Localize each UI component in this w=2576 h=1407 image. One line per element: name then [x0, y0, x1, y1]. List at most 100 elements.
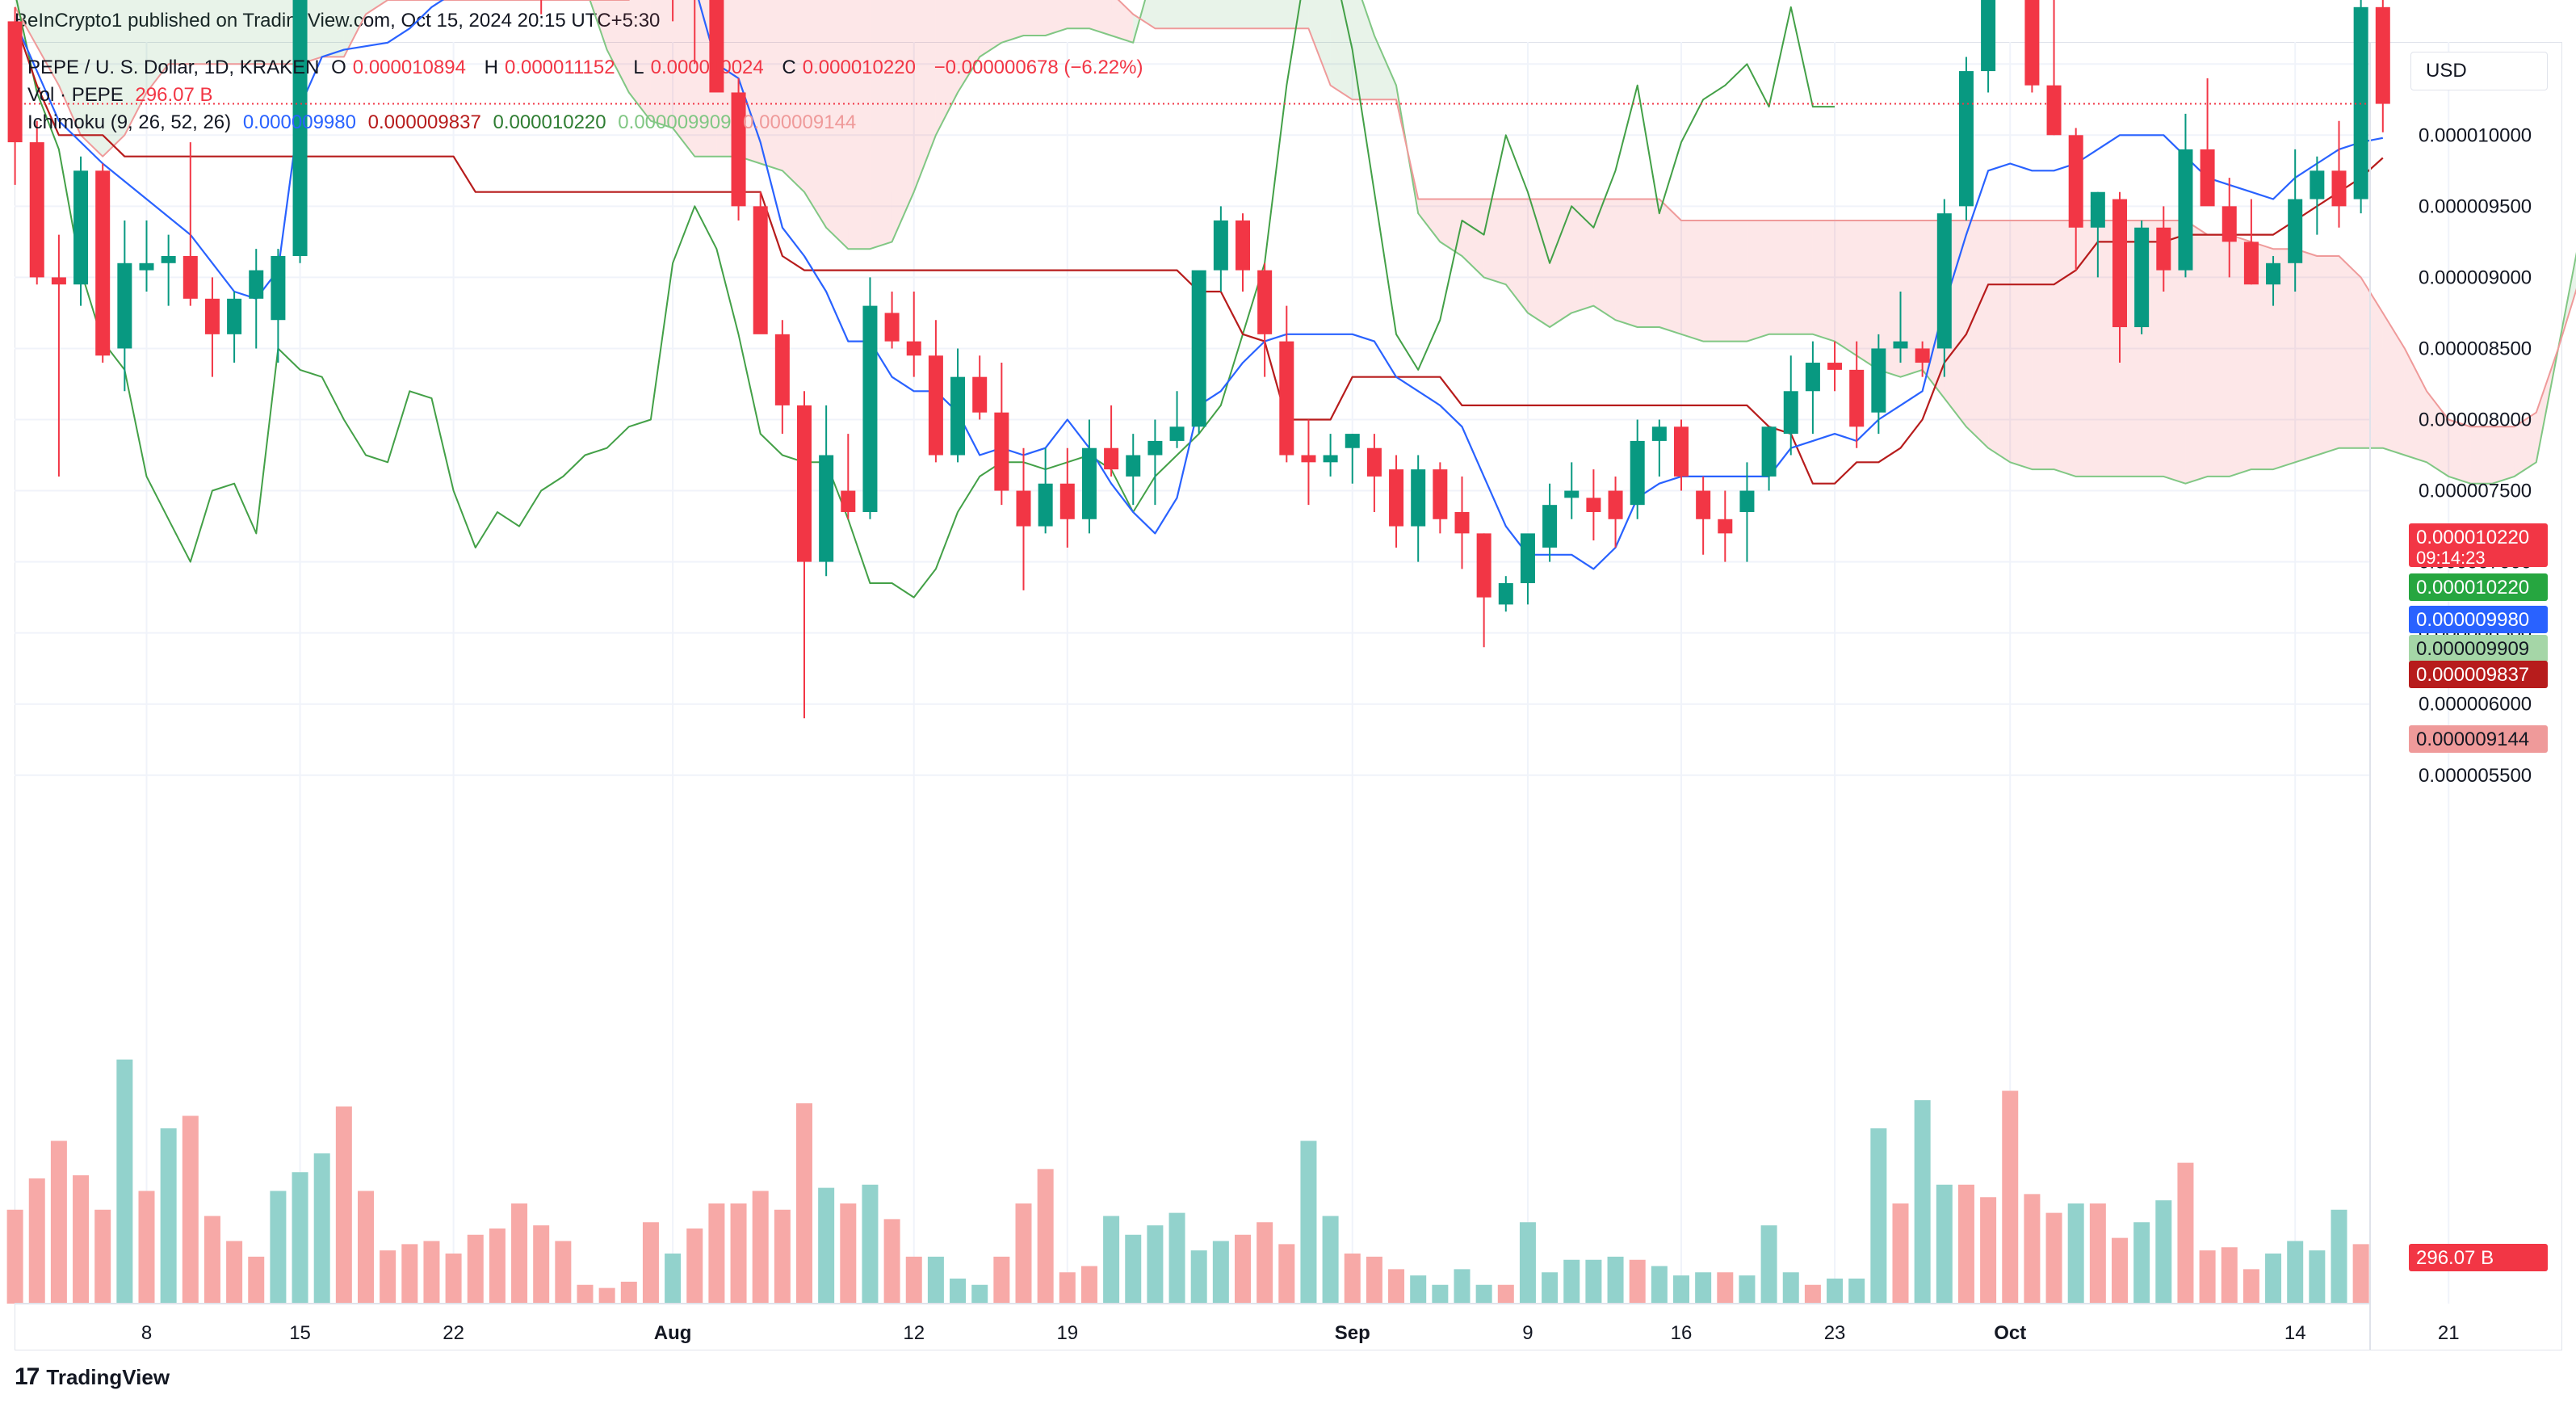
candle-body — [1169, 426, 1185, 441]
chart-frame[interactable] — [15, 42, 2562, 1350]
ichimoku-base-line — [14, 21, 2384, 485]
volume-bar — [1366, 1256, 1382, 1304]
ichimoku-cloud-segment — [1067, 0, 1089, 29]
candle-body — [1147, 440, 1163, 456]
x-tick-label: Sep — [1335, 1322, 1370, 1344]
ichimoku-cloud-segment — [760, 0, 782, 171]
volume-bar — [50, 1140, 67, 1304]
volume-bar — [1300, 1140, 1317, 1304]
volume-bar — [182, 1115, 199, 1304]
ichimoku-spanB-line — [14, 0, 2576, 428]
price-label-tag — [2409, 523, 2548, 567]
ichimoku-cloud-segment — [980, 0, 1002, 57]
candle-body — [249, 270, 264, 299]
ichimoku-cloud-segment — [2404, 348, 2427, 463]
ichimoku-cloud-segment — [1768, 220, 1791, 334]
y-tick-label: 0.000007500 — [2419, 481, 2532, 502]
ichimoku-spanA-line — [589, 0, 2576, 485]
ichimoku-cloud-segment — [1527, 199, 1550, 328]
ichimoku-cloud-segment — [234, 0, 257, 65]
ichimoku-cloud-segment — [1483, 199, 1506, 285]
candle-body — [1718, 519, 1733, 534]
price-label-text: 0.000010220 — [2416, 577, 2529, 598]
ichimoku-cloud-segment — [804, 0, 827, 228]
candle-body — [2243, 242, 2259, 285]
ichimoku-cloud-segment — [958, 0, 980, 93]
candle-body — [1081, 447, 1097, 519]
volume-bar — [203, 1216, 220, 1304]
volume-bar — [533, 1225, 550, 1304]
volume-bar — [2112, 1237, 2128, 1304]
ichimoku-conversion-value: 0.000009980 — [242, 111, 356, 133]
volume-bar — [116, 1059, 133, 1304]
candle-body — [709, 0, 724, 93]
candle-body — [2178, 149, 2193, 271]
symbol-name[interactable]: PEPE / U. S. Dollar, 1D, KRAKEN — [27, 57, 320, 78]
ichimoku-label[interactable]: Ichimoku (9, 26, 52, 26) — [27, 111, 232, 133]
candle-body — [972, 376, 988, 413]
candle-body — [2375, 6, 2390, 104]
candle-body — [1981, 0, 1996, 72]
volume-label[interactable]: Vol · PEPE — [27, 84, 124, 106]
candle-body — [1958, 71, 1974, 207]
candle-body — [2221, 206, 2237, 242]
candle-body — [117, 262, 132, 349]
volume-bar — [1848, 1279, 1865, 1304]
candle-body — [1279, 341, 1294, 456]
volume-bar — [1103, 1216, 1120, 1304]
volume-bar — [642, 1222, 659, 1304]
volume-bar — [2221, 1247, 2238, 1304]
candle-body — [2310, 170, 2325, 200]
ichimoku-cloud-segment — [1593, 199, 1616, 321]
candle-body — [1542, 505, 1558, 548]
volume-bar — [1212, 1241, 1229, 1304]
volume-bar — [1542, 1272, 1559, 1304]
ichimoku-cloud-segment — [913, 0, 936, 192]
candle-body — [862, 305, 878, 512]
volume-bar — [1475, 1284, 1492, 1304]
candle-body — [1871, 348, 1886, 413]
volume-bar — [1563, 1259, 1580, 1304]
candle-body — [1191, 270, 1206, 427]
ichimoku-cloud-segment — [2054, 220, 2076, 477]
candle-body — [1454, 511, 1470, 534]
volume-bar — [1257, 1222, 1273, 1304]
ichimoku-cloud-segment — [103, 0, 125, 157]
volume-bar — [1322, 1216, 1339, 1304]
ichimoku-cloud-segment — [2163, 220, 2186, 484]
ichimoku-cloud-segment — [2185, 220, 2208, 484]
volume-bar — [1519, 1222, 1536, 1304]
x-tick-label: 19 — [1056, 1322, 1078, 1344]
volume-bar — [1892, 1203, 1909, 1304]
x-tick-label: 14 — [2284, 1322, 2306, 1344]
ichimoku-cloud-segment — [2492, 426, 2515, 484]
ichimoku-cloud-segment — [1966, 220, 1989, 448]
volume-bar — [774, 1209, 791, 1304]
candle-body — [183, 255, 198, 299]
ichimoku-cloud-segment — [1659, 199, 1681, 334]
volume-bar — [2287, 1241, 2304, 1304]
volume-bar — [686, 1228, 703, 1304]
volume-bar — [2309, 1250, 2326, 1304]
volume-bar — [73, 1175, 90, 1304]
volume-bar — [2089, 1203, 2106, 1304]
ichimoku-spanB-value: 0.000009144 — [743, 111, 857, 133]
volume-bar — [665, 1254, 682, 1304]
candle-body — [1936, 213, 1952, 349]
ichimoku-cloud-segment — [146, 0, 169, 93]
ichimoku-lagging-line — [15, 0, 1835, 598]
volume-bar — [2331, 1209, 2347, 1304]
candle-body — [51, 277, 66, 285]
candle-body — [994, 412, 1009, 491]
volume-bar — [2067, 1203, 2084, 1304]
candle-body — [1586, 498, 1601, 512]
y-tick-label: 0.000006000 — [2419, 694, 2532, 716]
candle-body — [1564, 490, 1580, 498]
candle-body — [928, 355, 943, 456]
volume-bar — [2242, 1269, 2259, 1304]
volume-bar — [94, 1209, 111, 1304]
ichimoku-cloud-segment — [1111, 0, 1134, 43]
currency-button[interactable]: USD — [2410, 52, 2548, 90]
candle-body — [906, 341, 921, 356]
